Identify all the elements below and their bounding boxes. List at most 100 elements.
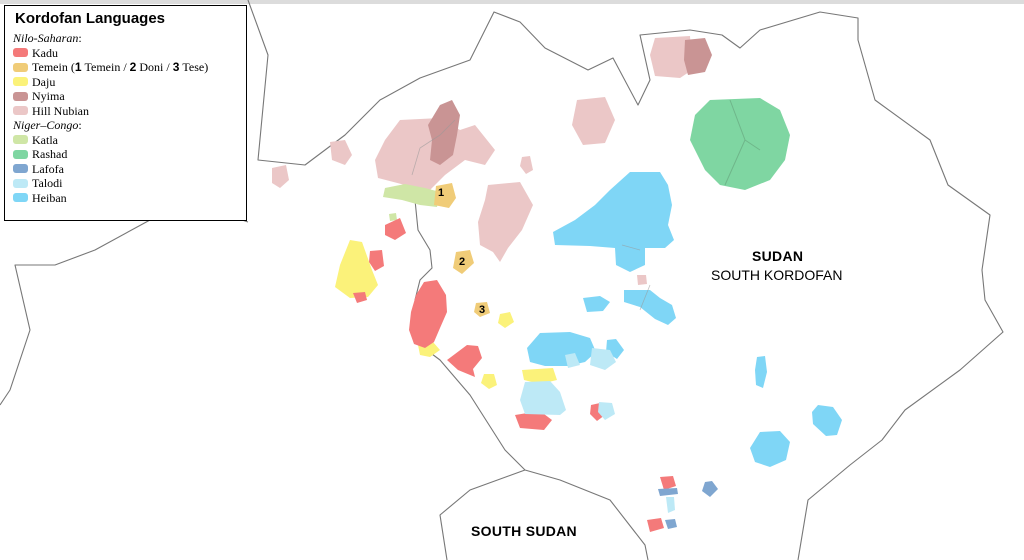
top-bar [0,0,1024,4]
katla-areas [383,184,440,221]
region-kadu [409,280,447,348]
region-kadu [515,411,552,430]
legend-label: Hill Nubian [32,103,89,118]
subpart-number: 3 [172,60,180,74]
region-kadu [369,250,384,271]
region-lafofa [658,488,678,496]
region-daju [335,240,378,298]
region-heiban [812,405,842,436]
region-lafofa [702,481,718,497]
region-nyima [428,100,460,165]
group-suffix: : [78,31,82,45]
legend-label: Katla [32,132,58,147]
swatch-katla [13,135,28,145]
region-talodi [520,381,566,415]
legend-item-rashad: Rashad [13,147,238,162]
region-boundary [247,0,1004,560]
region-daju [498,312,514,328]
region-kadu [353,292,367,303]
label-south-kordofan: SOUTH KORDOFAN [711,267,843,283]
group-name: Nilo-Saharan [13,31,79,45]
region-hill-nubian [478,182,533,262]
legend-label: Kadu [32,45,58,60]
region-heiban [624,290,676,325]
legend-label: Heiban [32,190,67,205]
legend-label: Daju [32,74,56,89]
legend-item-daju: Daju [13,75,238,90]
legend-item-lafofa: Lafofa [13,162,238,177]
legend-item-hill-nubian: Hill Nubian [13,104,238,119]
region-kadu [647,518,664,532]
region-talodi [598,402,615,420]
region-hill-nubian [272,165,289,188]
region-talodi [565,353,580,368]
region-lafofa [665,519,677,529]
region-hill-nubian [330,140,352,165]
subpart-name: Doni [139,60,164,74]
swatch-talodi [13,178,28,188]
swatch-temein [13,62,28,72]
swatch-daju [13,77,28,87]
region-rashad [690,98,790,190]
region-kadu [447,345,482,377]
region-hill-nubian [572,97,615,145]
legend-item-nyima: Nyima [13,89,238,104]
region-nyima [684,38,712,75]
swatch-lafofa [13,164,28,174]
west-boundary [0,209,249,406]
subpart-number: 2 [129,60,137,74]
region-daju [481,374,497,389]
region-heiban [527,332,596,366]
legend-label: Rashad [32,147,68,161]
group-suffix: : [78,118,82,132]
region-heiban [755,356,767,388]
daju-areas [335,240,557,389]
legend-label: Lafofa [32,161,64,176]
region-heiban [553,172,674,272]
group-name: Niger–Congo [13,118,79,132]
region-heiban [583,296,610,312]
swatch-hill-nubian [13,106,28,116]
region-kadu [660,476,676,490]
label-south-sudan: SOUTH SUDAN [471,523,577,539]
legend-item-talodi: Talodi [13,176,238,191]
region-talodi [590,348,616,370]
heiban-areas [527,172,842,467]
label-sudan: SUDAN [752,248,804,264]
legend-title: Kordofan Languages [15,10,166,27]
legend-group-nilo-saharan: Nilo-Saharan: [13,31,238,46]
talodi-areas [520,348,675,513]
region-katla [389,213,397,221]
internal-lines [411,119,651,311]
lafofa-areas [658,481,718,529]
rashad-internal-line [724,99,761,186]
legend-item-heiban: Heiban [13,191,238,206]
region-temein [434,183,456,208]
subpart-name: Tese [182,60,205,74]
region-temein [453,250,474,274]
marker-1: 1 [438,187,445,199]
region-daju [522,368,557,384]
legend-group-niger-congo: Niger–Congo: [13,118,238,133]
swatch-heiban [13,193,28,203]
legend-item-temein: Temein (1 Temein / 2 Doni / 3 Tese) [13,60,238,75]
region-heiban [750,431,790,467]
swatch-rashad [13,149,28,159]
swatch-kadu [13,48,28,58]
region-talodi [666,497,675,513]
legend-item-katla: Katla [13,133,238,148]
swatch-nyima [13,91,28,101]
marker-3: 3 [479,304,486,316]
legend-label: Temein [32,60,68,74]
region-kadu [385,218,406,240]
legend-label: Talodi [32,176,63,190]
legend-item-kadu: Kadu [13,46,238,61]
region-hill-nubian [637,275,647,285]
region-hill-nubian [650,36,692,78]
region-hill-nubian [520,156,533,174]
region-katla [383,184,440,207]
nyima-areas [428,38,712,165]
temein-areas [434,183,490,317]
marker-2: 2 [459,256,466,268]
